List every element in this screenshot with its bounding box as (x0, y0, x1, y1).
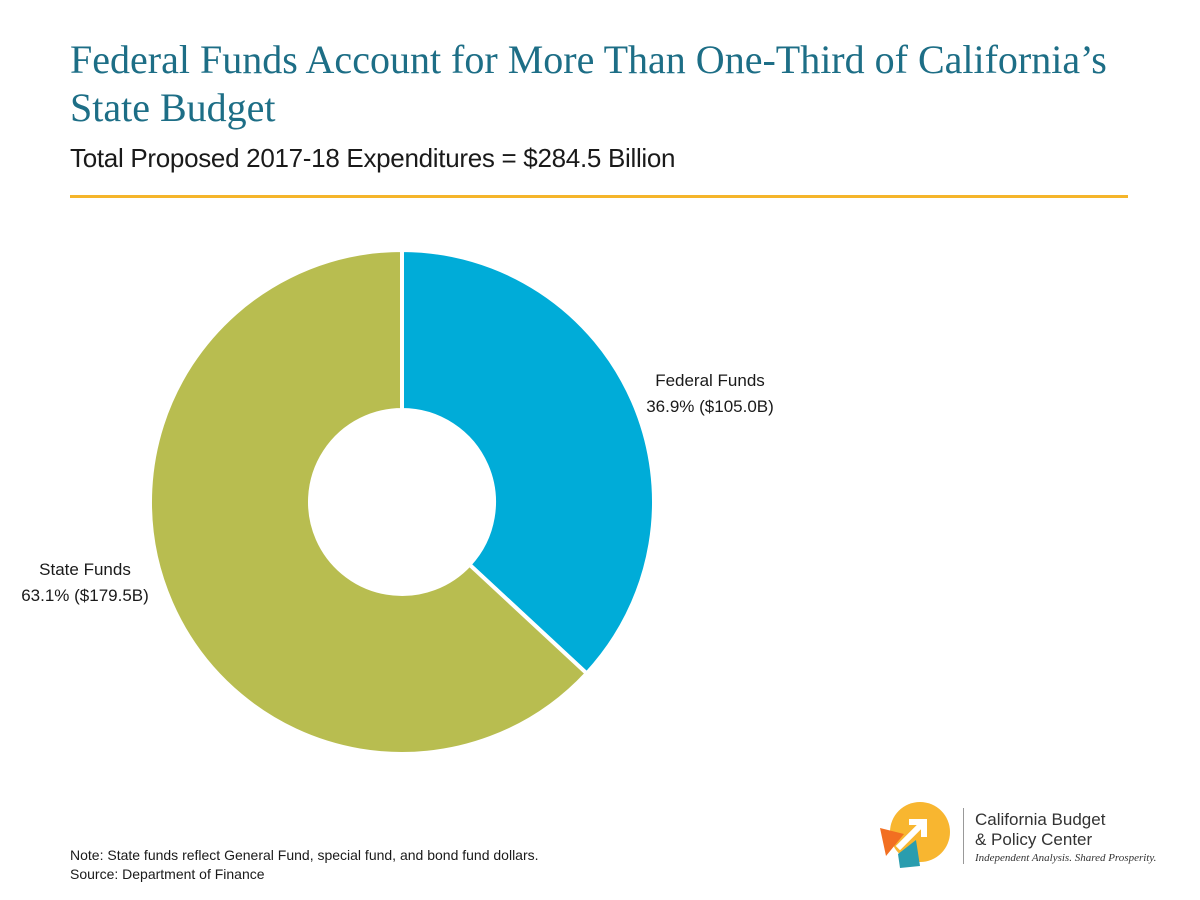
source-text: Source: Department of Finance (70, 866, 265, 882)
logo-tagline: Independent Analysis. Shared Prosperity. (975, 852, 1157, 864)
logo-divider (963, 808, 964, 864)
logo-text: California Budget & Policy Center Indepe… (975, 810, 1156, 864)
slice-federal-funds (400, 247, 656, 677)
chart-title: Federal Funds Account for More Than One-… (70, 37, 1107, 130)
cbpc-logo-icon (880, 802, 950, 868)
logo-orange-shape (880, 828, 904, 856)
slice-state-funds (148, 247, 590, 756)
slice-name-label: Federal Funds (655, 371, 765, 390)
logo-sun-shape (890, 802, 950, 862)
chart-subtitle: Total Proposed 2017-18 Expenditures = $2… (70, 143, 676, 173)
slice-value-label: 63.1% ($179.5B) (21, 586, 149, 605)
chart-notes: Note: State funds reflect General Fund, … (70, 846, 539, 884)
slice-name-label: State Funds (39, 560, 131, 579)
slice-value-label: 36.9% ($105.0B) (646, 397, 774, 416)
title-rule (70, 195, 1128, 198)
logo-name-line2: & Policy Center (975, 830, 1093, 849)
note-text: Note: State funds reflect General Fund, … (70, 847, 539, 863)
logo-name-line1: California Budget (975, 810, 1106, 829)
logo-arrow-shape (895, 819, 927, 851)
logo-teal-shape (898, 840, 920, 868)
